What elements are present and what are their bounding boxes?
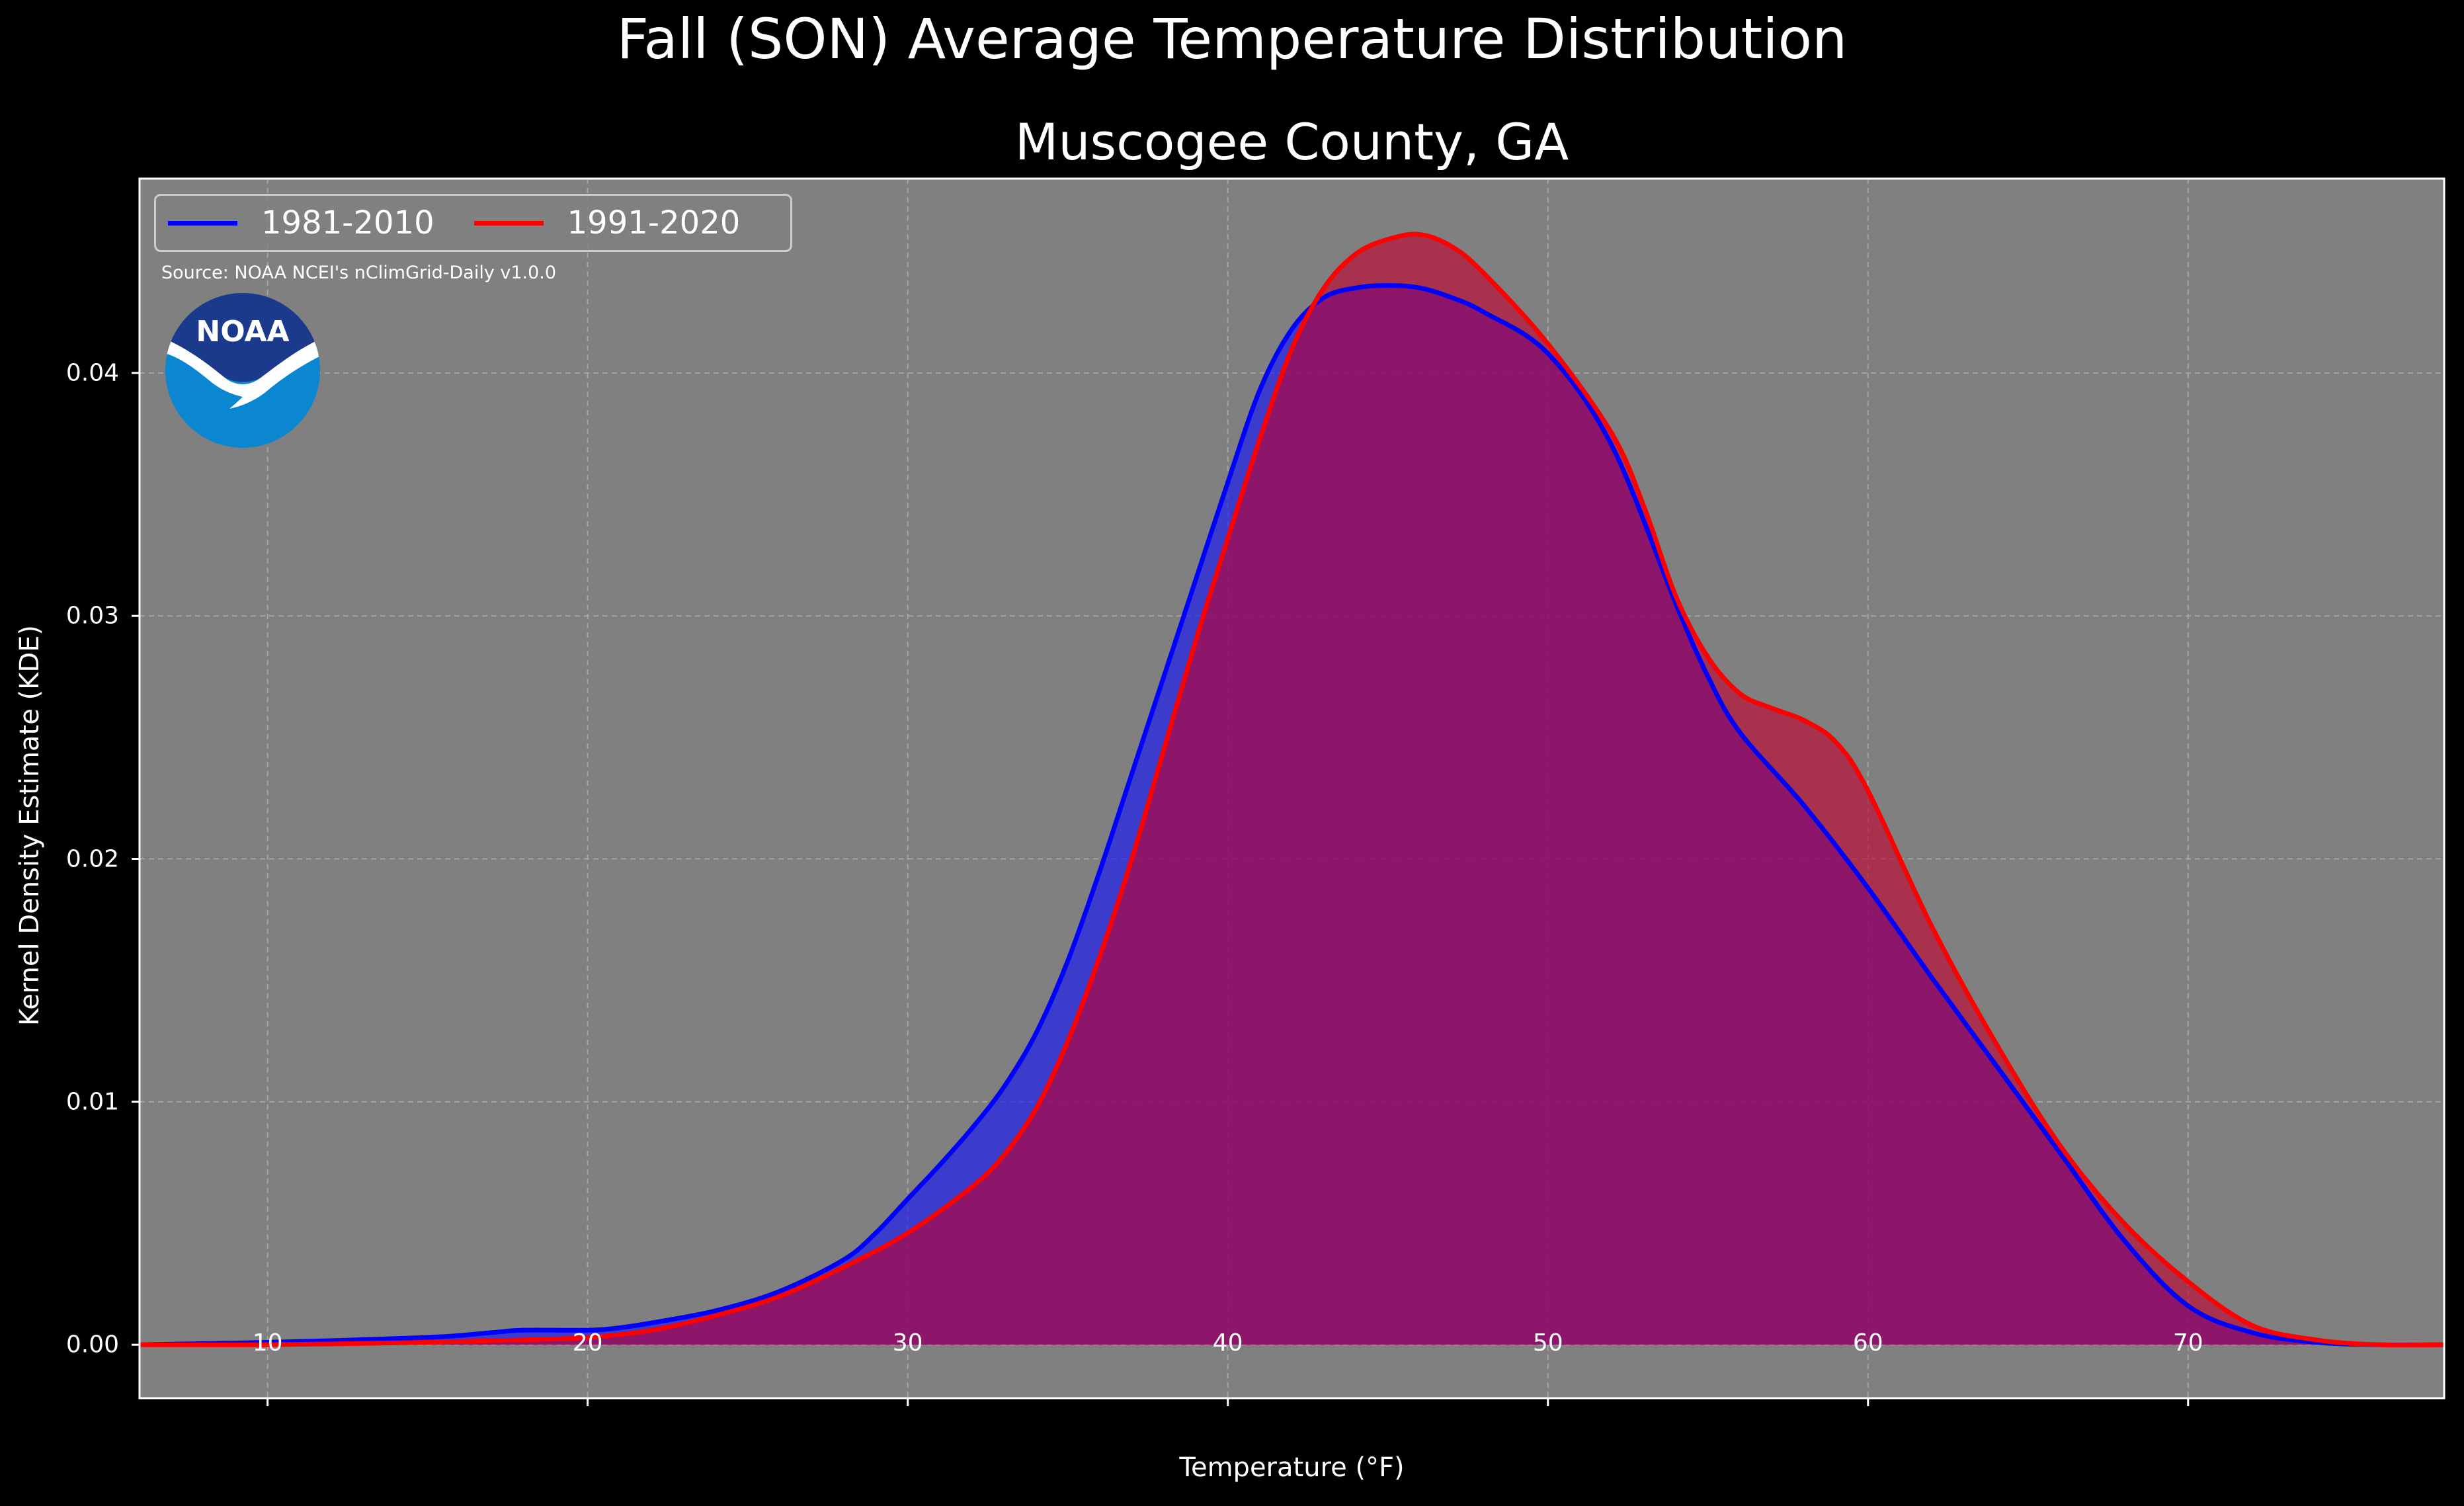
- x-tick-label: 40: [1212, 1329, 1243, 1357]
- series-line-1991-2020: [139, 231, 2445, 1348]
- legend-label-1991-2020: 1991-2020: [567, 204, 741, 241]
- series-fill-1991-2020: [140, 234, 2444, 1345]
- series-layer: [139, 231, 2445, 1348]
- legend: 1981-2010 1991-2020: [154, 194, 792, 252]
- figure-title: Fall (SON) Average Temperature Distribut…: [616, 7, 1848, 71]
- x-tick-label: 30: [892, 1329, 923, 1357]
- source-note: Source: NOAA NCEI's nClimGrid-Daily v1.0…: [161, 263, 557, 283]
- x-tick-label: 60: [1852, 1329, 1883, 1357]
- chart-title: Muscogee County, GA: [1014, 112, 1569, 171]
- series-line-1981-2010: [139, 283, 2445, 1347]
- x-tick-label: 50: [1532, 1329, 1563, 1357]
- y-tick-label: 0.01: [65, 1088, 119, 1116]
- x-tick-label: 10: [252, 1329, 283, 1357]
- legend-item-1981-2010: 1981-2010: [168, 204, 434, 241]
- y-tick-label: 0.02: [65, 845, 119, 873]
- tick-marks: [132, 372, 2190, 1406]
- y-tick-label: 0.00: [65, 1331, 119, 1359]
- y-tick-label: 0.03: [65, 602, 119, 630]
- legend-swatch-1981-2010: [168, 220, 237, 226]
- legend-swatch-1991-2020: [473, 220, 544, 226]
- legend-label-1981-2010: 1981-2010: [261, 204, 434, 241]
- x-tick-label: 20: [572, 1329, 603, 1357]
- noaa-logo-text: NOAA: [196, 315, 289, 349]
- x-tick-label: 70: [2172, 1329, 2203, 1357]
- plot-frame: [138, 177, 2445, 1400]
- noaa-logo-icon: NOAA: [165, 293, 320, 448]
- legend-item-1991-2020: 1991-2020: [473, 204, 741, 241]
- x-axis-label: Temperature (°F): [1179, 1452, 1405, 1483]
- y-axis-label: Kernel Density Estimate (KDE): [15, 624, 45, 1026]
- y-tick-label: 0.04: [65, 359, 119, 387]
